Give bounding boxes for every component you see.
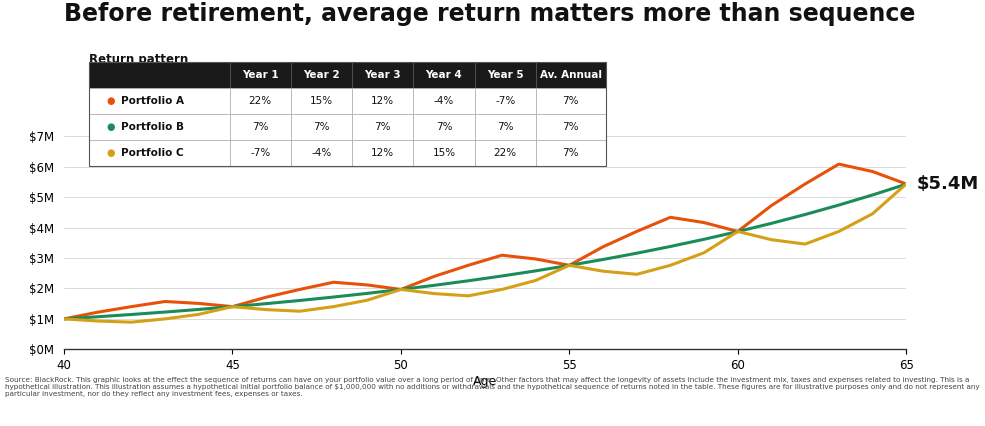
Text: -7%: -7% (495, 96, 515, 106)
Text: Year 4: Year 4 (426, 70, 462, 80)
Text: Return pattern: Return pattern (89, 53, 188, 66)
Text: Year 1: Year 1 (242, 70, 279, 80)
Text: Av. Annual: Av. Annual (540, 70, 602, 80)
Text: ●: ● (106, 148, 114, 158)
Text: 12%: 12% (371, 96, 394, 106)
Text: ●: ● (106, 122, 114, 132)
Text: 7%: 7% (496, 122, 513, 132)
Text: 7%: 7% (562, 96, 579, 106)
Text: 22%: 22% (493, 148, 517, 158)
Text: Portfolio A: Portfolio A (121, 96, 184, 106)
Text: -4%: -4% (311, 148, 332, 158)
Text: ●: ● (106, 96, 114, 106)
Text: 15%: 15% (432, 148, 455, 158)
Text: 7%: 7% (313, 122, 330, 132)
Text: Year 3: Year 3 (364, 70, 401, 80)
Text: 22%: 22% (248, 96, 272, 106)
Text: Portfolio B: Portfolio B (121, 122, 184, 132)
Text: $5.4M: $5.4M (916, 175, 978, 193)
Text: 7%: 7% (374, 122, 391, 132)
Text: 15%: 15% (310, 96, 333, 106)
Text: -7%: -7% (250, 148, 270, 158)
Text: Year 5: Year 5 (487, 70, 523, 80)
Text: -4%: -4% (433, 96, 454, 106)
Text: Source: BlackRock. This graphic looks at the effect the sequence of returns can : Source: BlackRock. This graphic looks at… (5, 377, 979, 397)
Text: 12%: 12% (371, 148, 394, 158)
Text: 7%: 7% (252, 122, 269, 132)
X-axis label: Age: Age (473, 375, 497, 388)
Text: Portfolio C: Portfolio C (121, 148, 184, 158)
Text: 7%: 7% (435, 122, 452, 132)
Text: 7%: 7% (562, 148, 579, 158)
Text: 7%: 7% (562, 122, 579, 132)
Text: Before retirement, average return matters more than sequence: Before retirement, average return matter… (64, 2, 915, 26)
Text: Year 2: Year 2 (303, 70, 340, 80)
